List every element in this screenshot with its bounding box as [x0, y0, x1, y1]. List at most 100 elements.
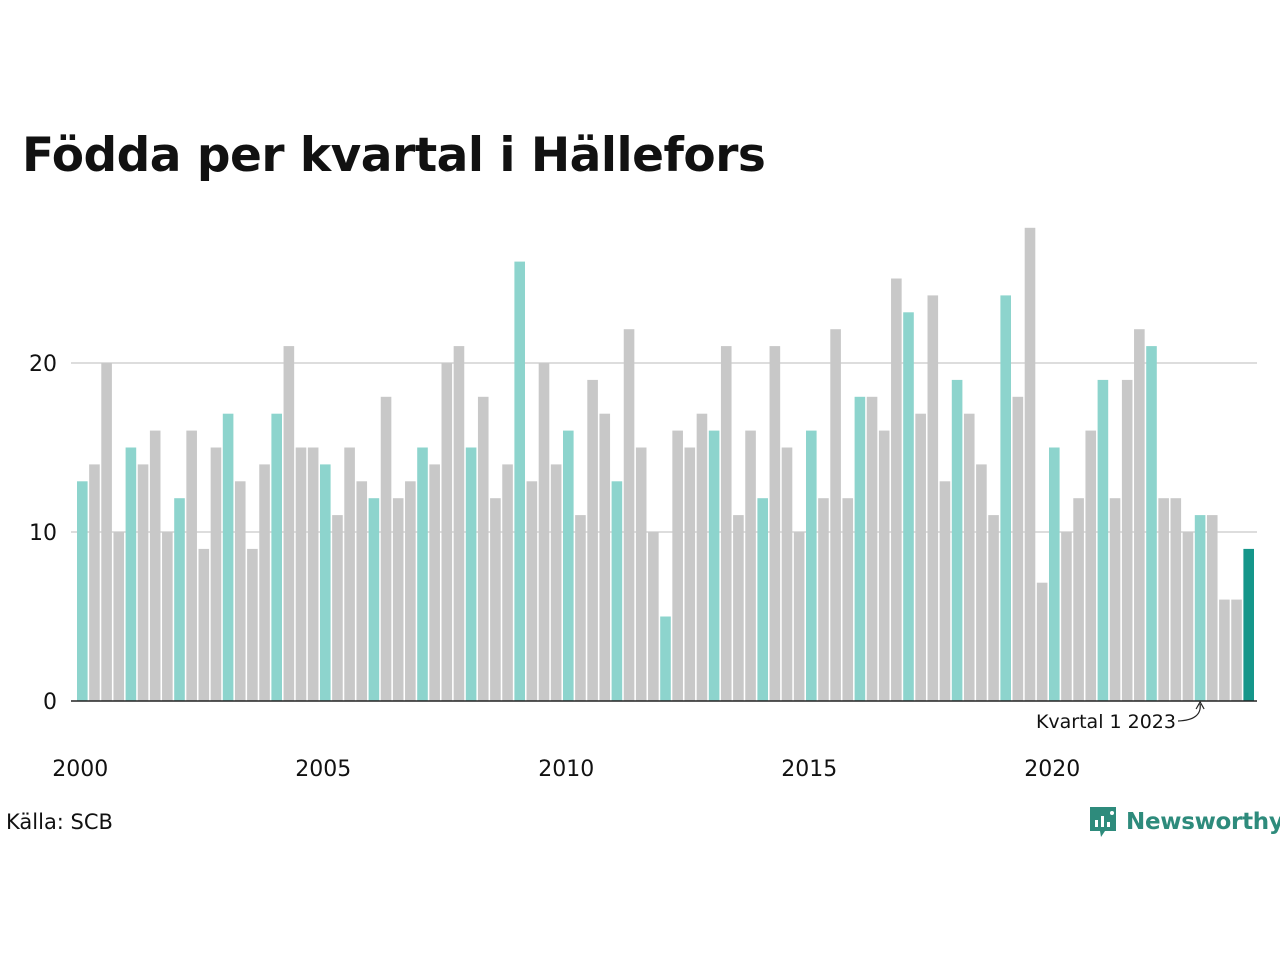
annotation-arrowhead — [1195, 700, 1205, 710]
bar-2009-q3 — [538, 363, 550, 701]
bar-2002-q1 — [174, 498, 185, 701]
bar-2006-q1 — [368, 498, 380, 701]
bar-2020-q2 — [1061, 532, 1072, 701]
annotation: Kvartal 1 2023 — [1036, 700, 1205, 733]
bar-2005-q1 — [320, 464, 331, 701]
bar-2011-q4 — [648, 532, 659, 701]
bar-2012-q4 — [696, 413, 708, 701]
annotation-label: Kvartal 1 2023 — [1036, 711, 1176, 733]
bar-2010-q1 — [563, 430, 574, 701]
bar-2017-q1 — [903, 312, 914, 701]
bar-2004-q2 — [283, 346, 295, 701]
bar-2000-q2 — [89, 464, 100, 701]
bar-2016-q3 — [878, 430, 890, 701]
bar-2002-q2 — [186, 430, 197, 701]
bar-2010-q3 — [587, 379, 598, 701]
bar-chart: 0 10 20 2000 2005 2010 2015 2020 Kvartal 1 202… — [29, 227, 1257, 782]
bars — [77, 227, 1254, 702]
bar-2020-q1 — [1049, 447, 1060, 701]
bar-2021-q3 — [1121, 379, 1133, 701]
bar-2018-q3 — [976, 464, 987, 701]
bar-2013-q4 — [745, 430, 756, 701]
bar-2002-q3 — [198, 548, 210, 701]
bar-2000-q1 — [77, 481, 88, 701]
bar-2013-q3 — [733, 515, 744, 701]
bar-2009-q4 — [550, 464, 562, 701]
newsworthy-chart-bubble-icon — [1090, 807, 1116, 837]
x-axis-tick-labels: 2000 2005 2010 2015 2020 — [52, 757, 1080, 782]
bar-2007-q1 — [417, 447, 428, 701]
bar-2009-q2 — [526, 481, 538, 701]
bar-2006-q4 — [405, 481, 416, 701]
bar-2013-q1 — [708, 430, 720, 701]
bar-2015-q1 — [806, 430, 817, 701]
bar-2024-q1 — [1243, 548, 1254, 701]
bar-2004-q3 — [295, 447, 307, 701]
bar-2008-q2 — [477, 396, 489, 701]
chart-title: Födda per kvartal i Hällefors — [22, 128, 766, 183]
bar-2007-q3 — [441, 363, 453, 701]
annotation-arrow — [1177, 703, 1201, 722]
bar-2016-q4 — [891, 278, 902, 701]
bar-2012-q3 — [684, 447, 696, 701]
bar-2011-q1 — [611, 481, 623, 701]
bar-2001-q1 — [125, 447, 137, 701]
bar-2017-q2 — [915, 413, 926, 701]
bar-2013-q2 — [720, 346, 732, 701]
bar-2007-q4 — [453, 346, 465, 701]
bar-2000-q4 — [113, 532, 125, 701]
bar-2005-q3 — [344, 447, 355, 701]
bar-2001-q2 — [137, 464, 149, 701]
bar-2020-q3 — [1073, 498, 1084, 701]
bar-2003-q1 — [222, 413, 234, 701]
y-tick-label-20: 20 — [29, 352, 57, 377]
bar-2011-q3 — [635, 447, 647, 701]
bar-2006-q2 — [380, 396, 392, 701]
bar-2017-q4 — [939, 481, 951, 701]
bar-2021-q2 — [1109, 498, 1121, 701]
bar-2004-q4 — [307, 447, 319, 701]
bar-2012-q2 — [672, 430, 683, 701]
bar-2006-q3 — [392, 498, 404, 701]
bar-2019-q3 — [1024, 227, 1036, 702]
bar-2023-q3 — [1219, 599, 1230, 701]
bar-2023-q4 — [1231, 599, 1242, 701]
x-tick-label-2010: 2010 — [538, 757, 594, 782]
source-note: Källa: SCB — [6, 810, 113, 834]
x-tick-label-2020: 2020 — [1024, 757, 1080, 782]
bar-2004-q1 — [271, 413, 282, 701]
bar-2023-q1 — [1194, 515, 1206, 701]
bar-2014-q4 — [793, 532, 805, 701]
bar-2019-q2 — [1012, 396, 1024, 701]
bar-2000-q3 — [101, 363, 112, 701]
bar-2008-q4 — [502, 464, 513, 701]
x-tick-label-2015: 2015 — [781, 757, 837, 782]
bar-2003-q2 — [234, 481, 246, 701]
bar-2017-q3 — [927, 295, 939, 701]
y-tick-label-0: 0 — [43, 690, 57, 715]
bar-2018-q1 — [951, 379, 963, 701]
newsworthy-logo: Newsworthy — [1088, 802, 1280, 842]
bar-2021-q4 — [1134, 329, 1145, 701]
y-tick-label-10: 10 — [29, 521, 57, 546]
bar-2019-q1 — [1000, 295, 1011, 701]
bar-2011-q2 — [623, 329, 635, 701]
bar-2005-q2 — [332, 515, 343, 701]
bar-2022-q2 — [1158, 498, 1169, 701]
bar-2014-q2 — [769, 346, 781, 701]
bar-2018-q4 — [988, 515, 999, 701]
bar-2009-q1 — [514, 261, 525, 701]
bar-2015-q4 — [842, 498, 854, 701]
x-tick-label-2005: 2005 — [295, 757, 351, 782]
bar-2023-q2 — [1206, 515, 1218, 701]
bar-2016-q1 — [854, 396, 866, 701]
bar-2002-q4 — [210, 447, 222, 701]
bar-2022-q4 — [1182, 532, 1194, 701]
bar-2010-q2 — [575, 515, 586, 701]
x-tick-label-2000: 2000 — [52, 757, 108, 782]
bar-2015-q2 — [818, 498, 829, 701]
logo-text: Newsworthy — [1126, 809, 1280, 835]
bar-2019-q4 — [1036, 582, 1048, 701]
bar-2003-q3 — [247, 548, 258, 701]
bar-2007-q2 — [429, 464, 440, 701]
